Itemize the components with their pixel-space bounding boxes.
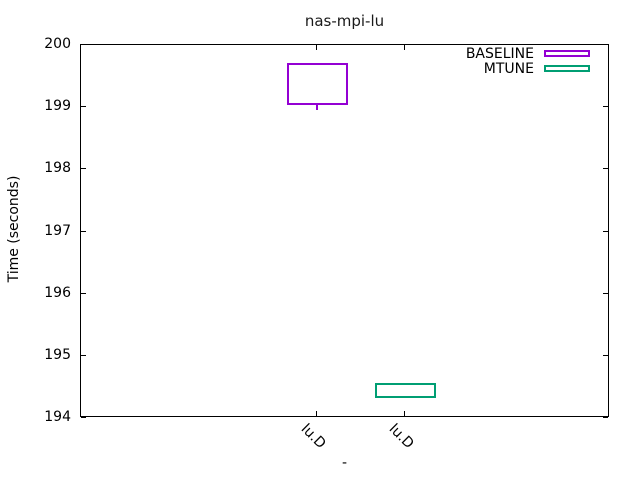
y-tick-mark-right — [603, 417, 608, 418]
y-tick-mark-right — [603, 292, 608, 294]
y-tick-mark-right — [603, 354, 608, 356]
whisker-low-baseline — [316, 105, 318, 110]
y-tick-label: 194 — [44, 409, 71, 425]
x-tick-mark-top — [404, 45, 405, 50]
y-tick-mark-right — [603, 44, 608, 45]
y-tick-label: 197 — [44, 222, 71, 239]
y-tick-mark-right — [603, 168, 608, 170]
y-tick-mark-left — [81, 230, 86, 232]
y-tick-mark-left — [81, 292, 86, 294]
chart-title: nas-mpi-lu — [304, 12, 385, 30]
y-tick-mark-left — [81, 417, 86, 418]
legend-item: MTUNE — [466, 60, 590, 77]
x-tick-mark-top — [316, 45, 317, 50]
y-tick-label: 199 — [44, 98, 71, 115]
x-tick-label: lu.D — [297, 421, 329, 453]
y-tick-mark-right — [603, 230, 608, 232]
y-tick-mark-left — [81, 44, 86, 45]
legend-swatch-baseline — [544, 50, 590, 57]
legend-label: BASELINE — [465, 45, 534, 62]
y-tick-mark-left — [81, 106, 86, 108]
legend-item: BASELINE — [465, 45, 590, 62]
y-tick-label: 195 — [44, 346, 71, 363]
x-tick-mark-bottom — [316, 411, 317, 416]
y-tick-label: 200 — [44, 36, 71, 52]
y-tick-mark-right — [603, 106, 608, 108]
legend-label: MTUNE — [483, 60, 534, 77]
y-tick-mark-left — [81, 354, 86, 356]
x-axis-label: - — [341, 455, 348, 471]
candlestick-baseline — [287, 63, 348, 106]
y-tick-mark-left — [81, 168, 86, 170]
y-tick-label: 196 — [44, 284, 71, 301]
x-tick-label: lu.D — [385, 421, 417, 453]
legend: BASELINE MTUNE — [465, 45, 590, 77]
x-tick-mark-bottom — [404, 411, 405, 416]
y-tick-label: 198 — [44, 160, 71, 177]
plot-area — [80, 44, 609, 418]
candlestick-mtune — [375, 382, 436, 399]
legend-swatch-mtune — [544, 65, 590, 72]
